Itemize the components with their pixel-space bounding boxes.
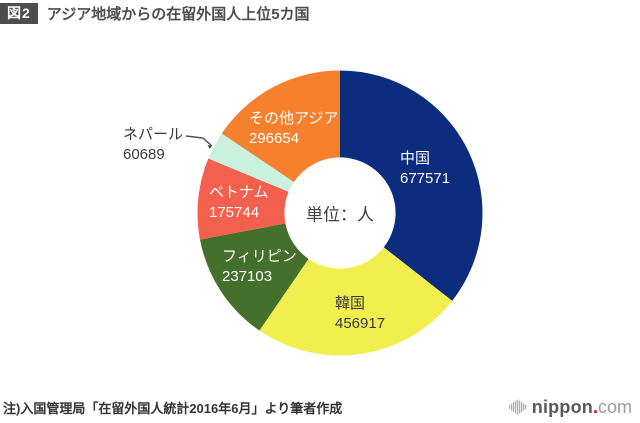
slice-value: 60689 bbox=[123, 146, 165, 163]
slice-name: その他アジア bbox=[249, 110, 339, 127]
logo-text-com: com bbox=[597, 397, 632, 417]
slice-label-china: 中国 677571 bbox=[400, 149, 450, 189]
slice-value: 296654 bbox=[249, 130, 300, 147]
slice-value: 456917 bbox=[335, 315, 386, 332]
slice-name: ベトナム bbox=[209, 184, 269, 201]
pie-segment-vietnam bbox=[197, 158, 289, 240]
slice-name: 韓国 bbox=[335, 295, 366, 312]
nepal-pointer-line bbox=[185, 135, 213, 147]
slice-name: フィリピン bbox=[222, 248, 297, 265]
pie-segment-philippines bbox=[200, 223, 309, 331]
pie-segment-china bbox=[340, 70, 483, 301]
slice-label-nepal: ネパール 60689 bbox=[123, 125, 183, 165]
logo-text-nippon: nippon bbox=[531, 397, 593, 417]
source-footnote: 注)入国管理局「在留外国人統計2016年6月」より筆者作成 bbox=[3, 401, 343, 416]
pie-segment-others bbox=[221, 70, 340, 182]
slice-name: 中国 bbox=[400, 150, 431, 167]
slice-value: 237103 bbox=[222, 268, 273, 285]
logo-dot: . bbox=[592, 397, 598, 417]
unit-label: 単位：人 bbox=[306, 205, 374, 225]
pie-segment-korea bbox=[259, 247, 453, 356]
slice-label-others: その他アジア 296654 bbox=[249, 109, 338, 149]
figure-number-tag: 図2 bbox=[0, 3, 38, 24]
donut-segments bbox=[197, 70, 483, 356]
soundwave-bars-icon bbox=[508, 399, 527, 415]
slice-label-vietnam: ベトナム 175744 bbox=[209, 183, 269, 223]
slice-value: 175744 bbox=[209, 204, 260, 221]
slice-value: 677571 bbox=[400, 170, 451, 187]
nepal-pointer-arrowhead bbox=[207, 144, 212, 149]
slice-name: ネパール bbox=[123, 126, 184, 143]
figure-header: 図2 アジア地域からの在留外国人上位5カ国 bbox=[0, 3, 310, 24]
nippon-logo[interactable]: nippon.com bbox=[508, 396, 632, 418]
slice-label-philippines: フィリピン 237103 bbox=[222, 247, 297, 287]
pie-segment-nepal bbox=[208, 133, 294, 192]
slice-label-korea: 韓国 456917 bbox=[335, 294, 385, 334]
figure-title: アジア地域からの在留外国人上位5カ国 bbox=[46, 6, 310, 23]
